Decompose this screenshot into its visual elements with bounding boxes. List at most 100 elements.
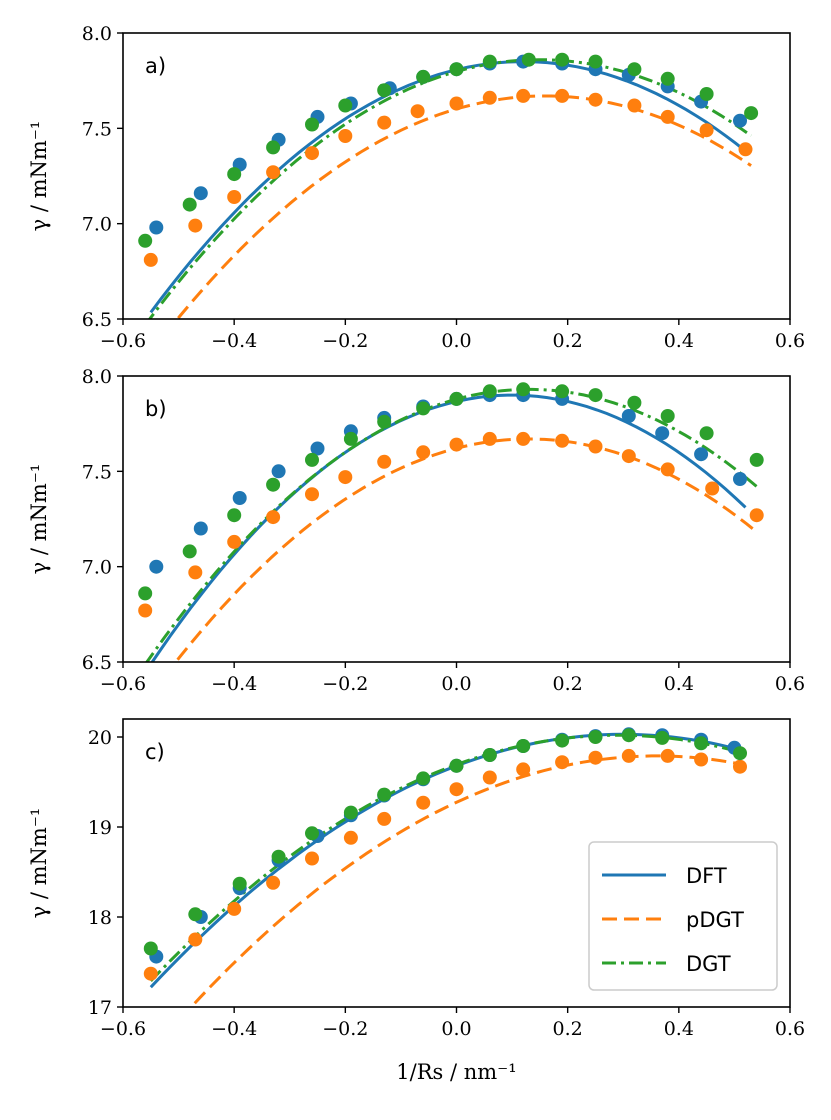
data-point-dgt bbox=[232, 876, 247, 891]
x-tick-label: 0.6 bbox=[775, 330, 805, 352]
x-tick-label: −0.2 bbox=[322, 330, 368, 352]
data-point-pdgt bbox=[660, 462, 675, 477]
x-tick-label: 0.2 bbox=[553, 1018, 583, 1040]
data-point-dft bbox=[193, 186, 208, 201]
data-point-dgt bbox=[699, 426, 714, 441]
data-point-dgt bbox=[416, 401, 431, 416]
x-axis-label: 1/Rs / nm⁻¹ bbox=[396, 1060, 516, 1084]
data-point-dft bbox=[733, 113, 747, 128]
y-tick-label: 8.0 bbox=[82, 23, 112, 45]
data-point-dgt bbox=[188, 907, 203, 922]
x-tick-label: −0.4 bbox=[211, 673, 257, 695]
data-point-dgt bbox=[377, 414, 392, 429]
data-point-dgt bbox=[588, 730, 603, 744]
data-point-pdgt bbox=[621, 449, 636, 464]
x-tick-label: 0.6 bbox=[775, 673, 805, 695]
data-point-dft bbox=[621, 409, 636, 423]
data-point-pdgt bbox=[588, 750, 603, 765]
data-point-pdgt bbox=[449, 782, 464, 797]
data-point-dgt bbox=[271, 849, 286, 864]
data-point-dgt bbox=[305, 826, 319, 841]
legend-label-pdgt: pDGT bbox=[686, 908, 744, 932]
x-tick-label: 0.2 bbox=[553, 673, 583, 695]
data-point-pdgt bbox=[588, 92, 603, 107]
data-point-dgt bbox=[138, 586, 153, 601]
data-point-dgt bbox=[138, 233, 153, 248]
data-point-dgt bbox=[621, 728, 636, 743]
data-point-dgt bbox=[749, 452, 764, 467]
data-point-dgt bbox=[588, 388, 603, 403]
legend: DFT pDGT DGT bbox=[588, 841, 778, 991]
data-point-dgt bbox=[266, 477, 281, 492]
x-tick-label: 0.4 bbox=[664, 1018, 694, 1040]
data-point-dgt bbox=[449, 62, 464, 77]
data-point-dgt bbox=[449, 758, 464, 773]
y-tick-label: 18 bbox=[88, 907, 112, 929]
data-point-dgt bbox=[627, 62, 642, 77]
data-point-dgt bbox=[482, 748, 497, 762]
data-point-pdgt bbox=[482, 90, 497, 105]
data-point-dgt bbox=[555, 52, 570, 67]
data-point-pdgt bbox=[449, 437, 464, 452]
y-tick-label: 17 bbox=[88, 997, 112, 1019]
x-tick-label: 0.0 bbox=[441, 330, 471, 352]
data-point-pdgt bbox=[588, 439, 603, 454]
data-point-dft bbox=[271, 464, 286, 479]
data-point-dgt bbox=[227, 167, 242, 182]
data-point-dgt bbox=[416, 69, 431, 84]
data-point-dgt bbox=[227, 508, 242, 523]
data-point-pdgt bbox=[705, 481, 720, 496]
y-tick-label: 6.5 bbox=[82, 309, 112, 331]
data-point-dgt bbox=[338, 98, 353, 113]
panel-label: c) bbox=[145, 740, 165, 764]
data-point-pdgt bbox=[377, 115, 392, 130]
panel-c: −0.6 −0.4 −0.2 0.0 0.2 0.4 0.6 17 18 19 20 γ / mNm⁻… bbox=[27, 718, 805, 1084]
y-tick-label: 7.5 bbox=[82, 461, 112, 483]
data-point-dgt bbox=[699, 87, 714, 101]
data-point-pdgt bbox=[188, 565, 203, 580]
data-point-dgt bbox=[627, 395, 642, 410]
data-point-pdgt bbox=[749, 508, 764, 523]
data-point-pdgt bbox=[377, 811, 392, 826]
data-point-pdgt bbox=[694, 752, 709, 767]
x-tick-label: 0.4 bbox=[664, 673, 694, 695]
data-point-dft bbox=[310, 441, 325, 456]
x-tick-label: −0.4 bbox=[211, 330, 257, 352]
data-point-pdgt bbox=[733, 759, 747, 774]
data-point-pdgt bbox=[516, 88, 531, 103]
series-line-dft bbox=[149, 60, 747, 314]
data-point-pdgt bbox=[555, 88, 570, 103]
x-tick-label: −0.2 bbox=[322, 1018, 368, 1040]
data-point-pdgt bbox=[621, 748, 636, 763]
data-point-pdgt bbox=[660, 109, 675, 124]
data-point-pdgt bbox=[482, 770, 497, 785]
data-point-pdgt bbox=[627, 98, 642, 113]
data-point-dgt bbox=[482, 54, 497, 69]
series-line-pdgt bbox=[189, 754, 741, 1007]
data-point-pdgt bbox=[266, 165, 281, 180]
data-point-dgt bbox=[655, 730, 670, 745]
axes-frame bbox=[122, 375, 791, 663]
data-point-dgt bbox=[694, 736, 709, 751]
series-line-pdgt bbox=[173, 437, 758, 662]
y-axis-label: γ / mNm⁻¹ bbox=[27, 464, 51, 575]
data-point-pdgt bbox=[227, 534, 242, 549]
data-point-pdgt bbox=[266, 875, 281, 890]
data-point-dgt bbox=[266, 140, 281, 155]
data-point-dgt bbox=[516, 382, 531, 397]
legend-label-dft: DFT bbox=[686, 864, 727, 888]
data-point-pdgt bbox=[482, 431, 497, 446]
legend-label-dgt: DGT bbox=[686, 952, 731, 976]
data-point-dgt bbox=[343, 431, 358, 446]
x-tick-label: 0.4 bbox=[664, 330, 694, 352]
y-tick-label: 19 bbox=[88, 817, 112, 839]
data-point-pdgt bbox=[138, 603, 153, 618]
data-point-dgt bbox=[305, 117, 319, 132]
data-point-pdgt bbox=[227, 190, 242, 204]
data-point-pdgt bbox=[410, 104, 425, 119]
data-point-dft bbox=[694, 447, 709, 462]
data-point-pdgt bbox=[660, 748, 675, 763]
data-point-dgt bbox=[305, 452, 319, 467]
data-point-dgt bbox=[521, 52, 536, 67]
